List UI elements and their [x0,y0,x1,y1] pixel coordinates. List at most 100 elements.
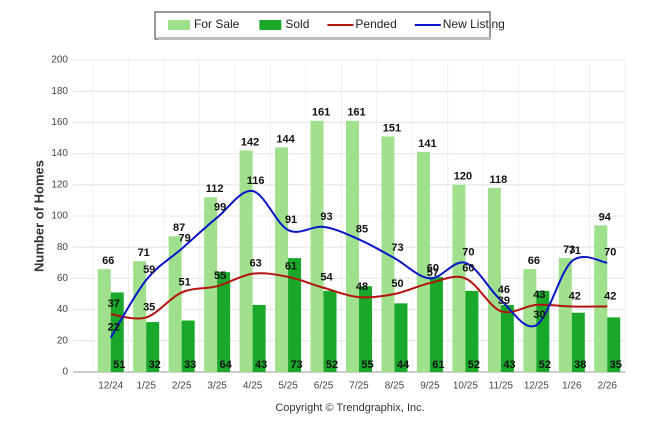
bar [168,236,182,372]
bar [607,317,621,372]
value-label: 52 [326,359,338,371]
bar [558,258,572,372]
value-label: 59 [143,264,155,276]
value-label: 43 [533,289,545,301]
value-label: 161 [312,107,330,119]
bar [239,150,253,372]
value-label: 46 [498,284,510,296]
value-label: 66 [102,255,114,267]
value-label: 42 [569,290,581,302]
value-label: 151 [383,122,401,134]
bar [310,120,324,372]
value-label: 51 [179,276,191,288]
legend-label: Sold [285,17,309,31]
value-label: 43 [503,359,515,371]
value-label: 61 [432,359,444,371]
x-tick-label: 8/25 [385,381,405,392]
bar [500,304,514,372]
bar [204,197,218,372]
value-label: 55 [361,359,373,371]
x-tick-label: 7/25 [349,381,369,392]
x-tick-label: 2/25 [172,381,192,392]
value-label: 116 [247,175,265,187]
value-label: 57 [427,267,439,279]
legend-shadow [158,37,491,40]
bar [110,292,124,372]
legend-label: New Listing [443,17,505,31]
y-axis-label: Number of Homes [31,160,46,272]
x-tick-label: 1/25 [136,381,156,392]
value-label: 112 [206,183,224,195]
value-label: 63 [249,258,261,270]
value-label: 73 [563,244,575,256]
bar [465,290,479,372]
legend-label: For Sale [194,17,240,31]
y-tick-label: 60 [57,273,69,284]
value-label: 22 [108,322,120,334]
y-tick-label: 100 [51,211,68,222]
value-label: 71 [138,247,150,259]
line [110,272,608,320]
value-label: 54 [320,272,333,284]
value-label: 38 [574,359,586,371]
value-label: 60 [462,262,474,274]
bar [181,320,195,372]
bar [571,312,585,372]
value-label: 73 [290,359,302,371]
bar [359,286,372,372]
value-label: 120 [454,171,472,183]
value-label: 85 [356,223,368,235]
x-tick-label: 1/26 [562,381,582,392]
bar [487,187,501,372]
x-tick-label: 11/25 [489,381,514,392]
legend-label: Pended [355,17,396,31]
value-label: 50 [391,278,403,290]
bar [452,184,466,372]
value-label: 44 [397,359,410,371]
bar [346,120,359,372]
value-label: 79 [179,233,191,245]
value-label: 39 [498,295,510,307]
value-label: 71 [569,245,581,257]
x-tick-label: 6/25 [314,381,334,392]
value-label: 141 [418,138,436,150]
value-label: 51 [113,359,125,371]
value-label: 91 [285,214,297,226]
bar [429,276,443,372]
value-label: 64 [220,359,233,371]
bar [323,290,337,372]
value-label: 52 [468,359,480,371]
y-tick-label: 140 [51,148,68,159]
x-tick-label: 2/26 [598,381,618,392]
bar [275,147,289,372]
value-label: 144 [276,133,295,145]
y-tick-label: 40 [57,304,69,315]
x-tick-label: 5/25 [278,381,298,392]
bar [97,269,111,372]
value-label: 87 [173,222,185,234]
value-label: 93 [320,211,332,223]
value-label: 35 [143,301,155,313]
value-label: 70 [604,247,616,259]
bar [217,272,231,372]
y-tick-label: 0 [62,367,68,378]
x-tick-label: 3/25 [207,381,227,392]
bar [416,152,430,372]
bar [252,304,266,372]
x-tick-label: 12/24 [98,381,123,392]
y-tick-label: 160 [51,117,68,128]
value-label: 60 [427,262,439,274]
value-label: 73 [391,242,403,254]
value-label: 42 [604,290,616,302]
bar [394,303,408,372]
bar [133,261,147,372]
x-tick-label: 4/25 [243,381,263,392]
y-tick-label: 180 [51,86,68,97]
y-tick-label: 80 [57,242,69,253]
y-tick-label: 120 [51,179,68,190]
value-label: 161 [347,107,365,119]
value-label: 66 [528,255,540,267]
value-label: 33 [184,359,196,371]
x-tick-label: 10/25 [453,381,478,392]
value-label: 61 [285,261,297,273]
